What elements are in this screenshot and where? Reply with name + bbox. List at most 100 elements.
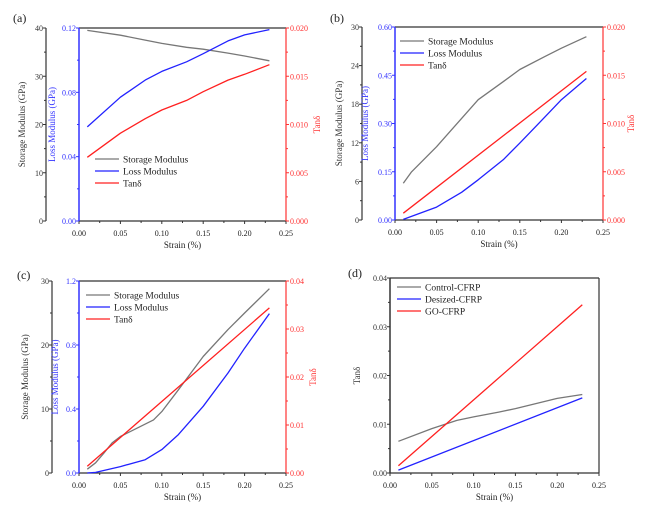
panel-label: (c) [17, 268, 30, 282]
tan-tick-label: 0.03 [373, 323, 387, 332]
x-tick-label: 0.15 [196, 229, 210, 238]
loss-axis-label: Loss Modulus (GPa) [47, 87, 57, 162]
tan-axis-label: Tanδ [352, 367, 362, 385]
storage-tick-label: 12 [351, 139, 359, 148]
tan-tick-label: 0.020 [290, 24, 308, 33]
tan-tick-label: 0.015 [607, 71, 625, 80]
tan-tick-label: 0.04 [290, 277, 304, 286]
tan-tick-label: 0.010 [607, 120, 625, 129]
x-axis-label: Strain (%) [164, 240, 201, 250]
x-tick-label: 0.15 [196, 481, 210, 490]
x-tick-label: 0.00 [72, 481, 86, 490]
series-line-tan- [86, 64, 270, 158]
x-tick-label: 0.25 [596, 228, 610, 237]
tan-axis-label: Tanδ [308, 368, 318, 386]
x-tick-label: 0.00 [72, 229, 86, 238]
series-line-storage-modulus [402, 36, 587, 184]
storage-tick-label: 18 [351, 100, 359, 109]
panel-label: (b) [330, 11, 344, 25]
storage-tick-label: 20 [41, 341, 49, 350]
x-tick-label: 0.15 [508, 481, 522, 490]
storage-tick-label: 10 [35, 169, 43, 178]
tan-tick-label: 0.03 [290, 325, 304, 334]
x-tick-label: 0.25 [279, 481, 293, 490]
x-axis-label: Strain (%) [164, 492, 201, 502]
storage-tick-label: 10 [41, 405, 49, 414]
series-line-tan- [402, 70, 587, 214]
legend-entry: Desized-CFRP [425, 296, 482, 306]
tan-tick-label: 0.04 [373, 274, 387, 283]
x-tick-label: 0.10 [471, 228, 485, 237]
series-line-loss-modulus [86, 28, 270, 128]
x-tick-label: 0.20 [550, 481, 564, 490]
panel-a: 0.00 0.05 0.10 0.15 0.20 0.25 Strain (%) 0 10 20 3… [13, 11, 322, 250]
panel-b: 0.00 0.05 0.10 0.15 0.20 0.25 Strain (%) 0 6 12 18… [330, 11, 636, 249]
legend-entry: Storage Modulus [123, 156, 188, 166]
legend-entry: Storage Modulus [114, 292, 179, 302]
tan-tick-label: 0.01 [290, 421, 304, 430]
loss-tick-label: 0.30 [378, 120, 392, 129]
storage-axis-label: Storage Modulus (GPa) [334, 81, 344, 167]
series-line-go-cfrp [397, 304, 583, 467]
tan-tick-label: 0.005 [607, 168, 625, 177]
loss-tick-label: 0.4 [66, 405, 76, 414]
series-line-loss-modulus [87, 313, 270, 474]
legend-entry: Tanδ [428, 62, 447, 72]
loss-tick-label: 0.04 [62, 153, 76, 162]
x-tick-label: 0.00 [383, 481, 397, 490]
series-line-storage-modulus [87, 29, 270, 62]
series-line-storage-modulus [86, 288, 270, 470]
storage-tick-label: 20 [35, 121, 43, 130]
storage-tick-label: 6 [355, 177, 359, 186]
storage-tick-label: 0 [45, 469, 49, 478]
x-tick-label: 0.25 [592, 481, 606, 490]
x-tick-label: 0.10 [155, 481, 169, 490]
series-line-loss-modulus [403, 78, 587, 221]
legend-entry: Loss Modulus [114, 304, 168, 314]
tan-tick-label: 0.00 [373, 469, 387, 478]
loss-tick-label: 0.45 [378, 71, 392, 80]
tan-tick-label: 0.000 [607, 216, 625, 225]
x-axis-label: Strain (%) [476, 492, 513, 502]
tan-tick-label: 0.005 [290, 169, 308, 178]
storage-tick-label: 30 [351, 23, 359, 32]
x-tick-label: 0.05 [425, 481, 439, 490]
x-tick-label: 0.20 [238, 481, 252, 490]
loss-tick-label: 0.12 [62, 24, 76, 33]
legend-entry: Storage Modulus [428, 38, 493, 48]
panel-label: (d) [348, 266, 362, 280]
storage-axis-label: Storage Modulus (GPa) [17, 82, 27, 168]
loss-tick-label: 0.00 [62, 217, 76, 226]
storage-tick-label: 24 [351, 62, 359, 71]
storage-tick-label: 30 [41, 277, 49, 286]
x-tick-label: 0.20 [554, 228, 568, 237]
legend-entry: GO-CFRP [425, 308, 465, 318]
x-tick-label: 0.15 [513, 228, 527, 237]
loss-tick-label: 0.8 [66, 341, 76, 350]
series-line-control-cfrp [398, 393, 583, 442]
series-line-tan- [86, 307, 270, 467]
storage-tick-label: 0 [39, 217, 43, 226]
storage-axis-label: Storage Modulus (GPa) [20, 334, 30, 420]
panel-c: 0.00 0.05 0.10 0.15 0.20 0.25 Strain (%) 0 10 20 3… [17, 268, 318, 502]
loss-axis-label: Loss Modulus (GPa) [360, 86, 370, 161]
legend-entry: Tanδ [114, 316, 133, 326]
legend-entry: Loss Modulus [123, 168, 177, 178]
tan-tick-label: 0.000 [290, 217, 308, 226]
legend-entry: Control-CFRP [425, 284, 480, 294]
loss-tick-label: 1.2 [66, 277, 76, 286]
x-tick-label: 0.05 [113, 481, 127, 490]
x-tick-label: 0.10 [155, 229, 169, 238]
loss-tick-label: 0.15 [378, 168, 392, 177]
legend-entry: Tanδ [123, 180, 142, 190]
x-tick-label: 0.00 [388, 228, 402, 237]
storage-tick-label: 40 [35, 24, 43, 33]
loss-tick-label: 0.00 [378, 216, 392, 225]
tan-tick-label: 0.020 [607, 23, 625, 32]
tan-tick-label: 0.015 [290, 72, 308, 81]
loss-tick-label: 0.0 [66, 469, 76, 478]
x-axis-label: Strain (%) [480, 239, 517, 249]
panel-d: 0.00 0.05 0.10 0.15 0.20 0.25 Strain (%) 0.00 0.… [348, 266, 606, 502]
panel-label: (a) [13, 11, 26, 25]
